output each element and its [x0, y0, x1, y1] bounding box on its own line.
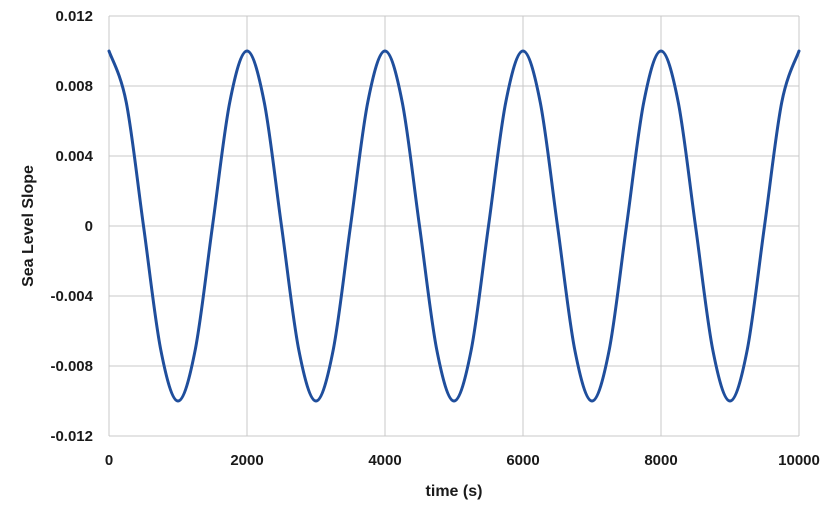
y-tick-label: -0.012 [50, 428, 93, 445]
x-tick-label: 4000 [368, 452, 401, 469]
y-tick-label: -0.004 [50, 288, 93, 305]
series-line [107, 49, 801, 403]
y-tick-label: 0.004 [55, 148, 93, 165]
y-tick-label: 0.008 [55, 78, 93, 95]
x-axis-title: time (s) [426, 483, 483, 500]
x-tick-label: 10000 [778, 452, 820, 469]
grid [108, 15, 800, 437]
y-tick-label: -0.008 [50, 358, 93, 375]
x-tick-label: 2000 [230, 452, 263, 469]
x-tick-label: 0 [105, 452, 113, 469]
y-axis-ticks: 0.012 0.008 0.004 0 -0.004 -0.008 -0.012 [50, 8, 93, 445]
y-tick-label: 0 [85, 218, 93, 235]
x-axis-ticks: 0 2000 4000 6000 8000 10000 [105, 452, 820, 469]
series-layer [107, 49, 801, 403]
x-tick-label: 8000 [644, 452, 677, 469]
y-tick-label: 0.012 [55, 8, 93, 25]
x-tick-label: 6000 [506, 452, 539, 469]
y-axis-title: Sea Level Slope [20, 165, 37, 287]
